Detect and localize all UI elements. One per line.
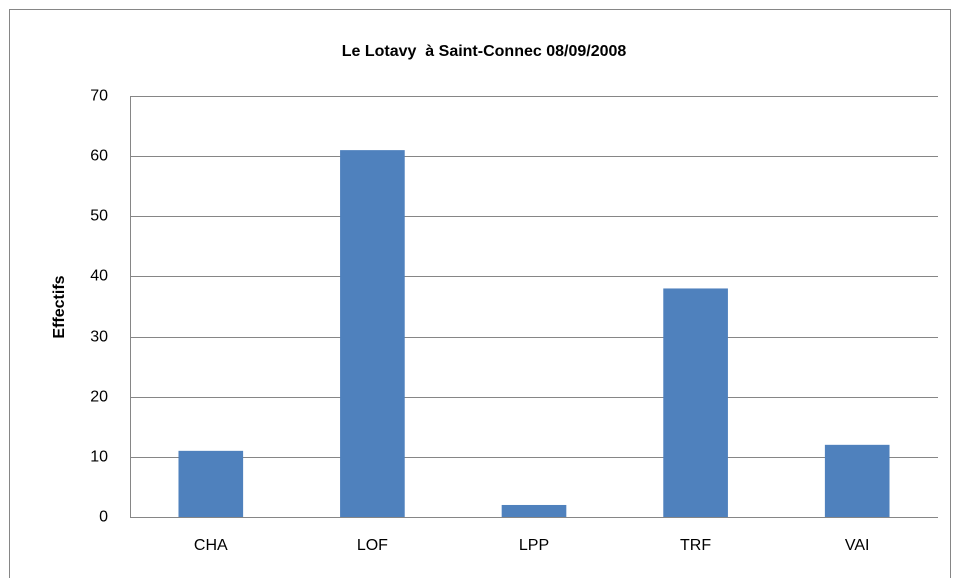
y-tick-label: 20 [90,389,108,406]
x-tick-label: LOF [357,537,388,554]
bar [178,450,244,517]
y-tick-label: 50 [90,208,108,225]
x-tick-label: CHA [194,537,228,554]
x-tick-label: LPP [519,537,549,554]
y-tick-label: 0 [99,509,108,526]
bar [663,288,728,517]
bar [824,444,890,517]
y-tick-label: 70 [90,88,108,105]
x-tick-label: VAI [845,537,870,554]
x-tick-label: TRF [680,537,711,554]
y-axis-label: Effectifs [51,275,68,338]
y-tick-label: 60 [90,148,108,165]
chart-border [9,9,951,578]
bar [501,504,567,517]
chart-title: Le Lotavy à Saint-Connec 08/09/2008 [342,43,627,60]
y-tick-label: 30 [90,329,108,346]
y-tick-label: 10 [90,449,108,466]
bar [340,150,405,517]
y-tick-label: 40 [90,268,108,285]
